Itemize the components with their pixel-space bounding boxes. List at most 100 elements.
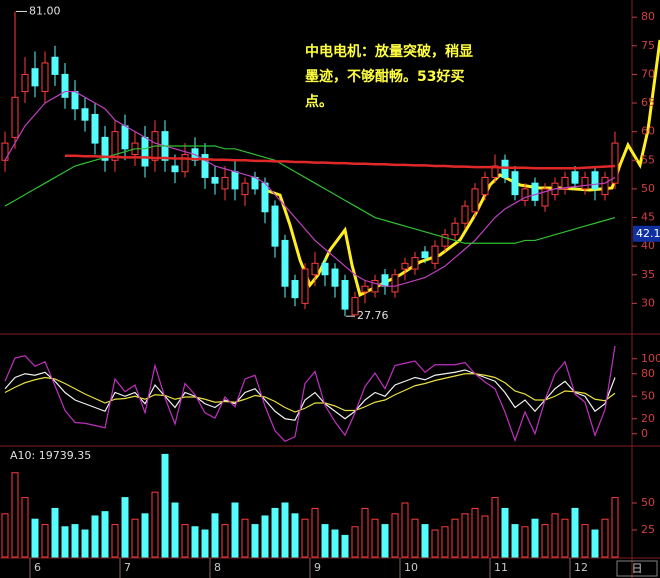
- volume-bar: [331, 529, 339, 558]
- candle-body: [561, 176, 569, 190]
- candle-body: [71, 91, 79, 110]
- min-label: 27.76: [357, 309, 389, 322]
- volume-bar: [171, 502, 179, 558]
- y-tick-label: 30: [641, 296, 655, 309]
- volume-bar: [311, 507, 319, 558]
- candle-body: [301, 268, 309, 304]
- volume-bar: [381, 524, 389, 558]
- volume-bar: [561, 518, 569, 558]
- candle-body: [271, 205, 279, 247]
- volume-bar: [461, 513, 469, 558]
- volume-ma-label: A10: 19739.35: [10, 449, 91, 462]
- period-box: [616, 560, 658, 577]
- volume-bar: [581, 524, 589, 558]
- volume-bar: [491, 497, 499, 558]
- volume-bar: [291, 513, 299, 558]
- candle-body: [571, 171, 579, 184]
- candle-body: [51, 56, 59, 75]
- candle-body: [611, 142, 619, 184]
- volume-bar: [391, 513, 399, 558]
- candle-body: [481, 176, 489, 196]
- candle-body: [541, 188, 549, 207]
- volume-bar: [231, 502, 239, 558]
- volume-bar: [511, 524, 519, 558]
- volume-bar: [261, 515, 269, 558]
- candle-body: [101, 136, 109, 161]
- y-tick-label: 60: [641, 125, 655, 138]
- volume-bar: [141, 513, 149, 558]
- x-tick-label: 10: [404, 561, 418, 574]
- volume-bar: [131, 518, 139, 558]
- y-tick-label: 80: [641, 367, 655, 380]
- x-tick-label: 8: [214, 561, 221, 574]
- candle-body: [11, 96, 19, 138]
- volume-bar: [271, 507, 279, 558]
- volume-bar: [451, 518, 459, 558]
- candle-body: [181, 154, 189, 173]
- volume-bar: [281, 502, 289, 558]
- y-tick-label: 100: [641, 352, 660, 365]
- candle-body: [421, 251, 429, 259]
- candle-body: [511, 171, 519, 196]
- candle-body: [341, 279, 349, 310]
- volume-bar: [161, 453, 169, 558]
- candle-body: [371, 279, 379, 293]
- volume-bar: [51, 507, 59, 558]
- y-tick-label: 65: [641, 96, 655, 109]
- candle-body: [391, 274, 399, 293]
- y-tick-label: 25: [641, 523, 655, 536]
- y-tick-label: 80: [641, 10, 655, 23]
- volume-bar: [411, 518, 419, 558]
- candle-body: [121, 125, 129, 150]
- annotation-line: 墨迹，不够酣畅。53好买: [305, 68, 464, 85]
- candle-body: [231, 171, 239, 190]
- period-label: 日: [632, 562, 643, 575]
- volume-bar: [181, 524, 189, 558]
- candle-body: [281, 239, 289, 287]
- candle-body: [21, 73, 29, 93]
- volume-bar: [401, 502, 409, 558]
- cursor-label: 42.16: [636, 227, 660, 240]
- candle-body: [411, 257, 419, 270]
- y-tick-label: 55: [641, 153, 655, 166]
- volume-bar: [481, 515, 489, 558]
- candle-body: [241, 182, 249, 196]
- candle-body: [321, 262, 329, 276]
- volume-bar: [371, 518, 379, 558]
- cursor-box: [633, 225, 660, 242]
- x-tick-label: 6: [34, 561, 41, 574]
- volume-bar: [21, 497, 29, 558]
- y-tick-label: 50: [641, 496, 655, 509]
- candle-body: [171, 165, 179, 173]
- candle-body: [521, 188, 529, 201]
- indicator-line: [4, 373, 616, 413]
- candle-body: [461, 205, 469, 224]
- candle-body: [211, 176, 219, 184]
- candle-body: [331, 268, 339, 287]
- candle-body: [261, 182, 269, 213]
- candle-body: [111, 131, 119, 161]
- x-tick-label: 7: [124, 561, 131, 574]
- annotation-line: 中电电机：放量突破，稍显: [305, 43, 473, 60]
- volume-bar: [361, 507, 369, 558]
- candle-body: [61, 73, 69, 98]
- candle-body: [141, 136, 149, 167]
- indicator-line: [4, 90, 616, 287]
- volume-bar: [591, 529, 599, 558]
- indicator-line: [65, 154, 616, 170]
- volume-bar: [41, 524, 49, 558]
- volume-bar: [151, 491, 159, 558]
- volume-bar: [601, 518, 609, 558]
- volume-bar: [1, 513, 9, 558]
- candle-body: [451, 222, 459, 236]
- candle-body: [381, 274, 389, 287]
- volume-bar: [191, 526, 199, 558]
- volume-bar: [211, 513, 219, 558]
- volume-bar: [11, 472, 19, 558]
- volume-bar: [421, 524, 429, 558]
- volume-bar: [441, 526, 449, 558]
- volume-bar: [31, 518, 39, 558]
- candle-body: [591, 171, 599, 190]
